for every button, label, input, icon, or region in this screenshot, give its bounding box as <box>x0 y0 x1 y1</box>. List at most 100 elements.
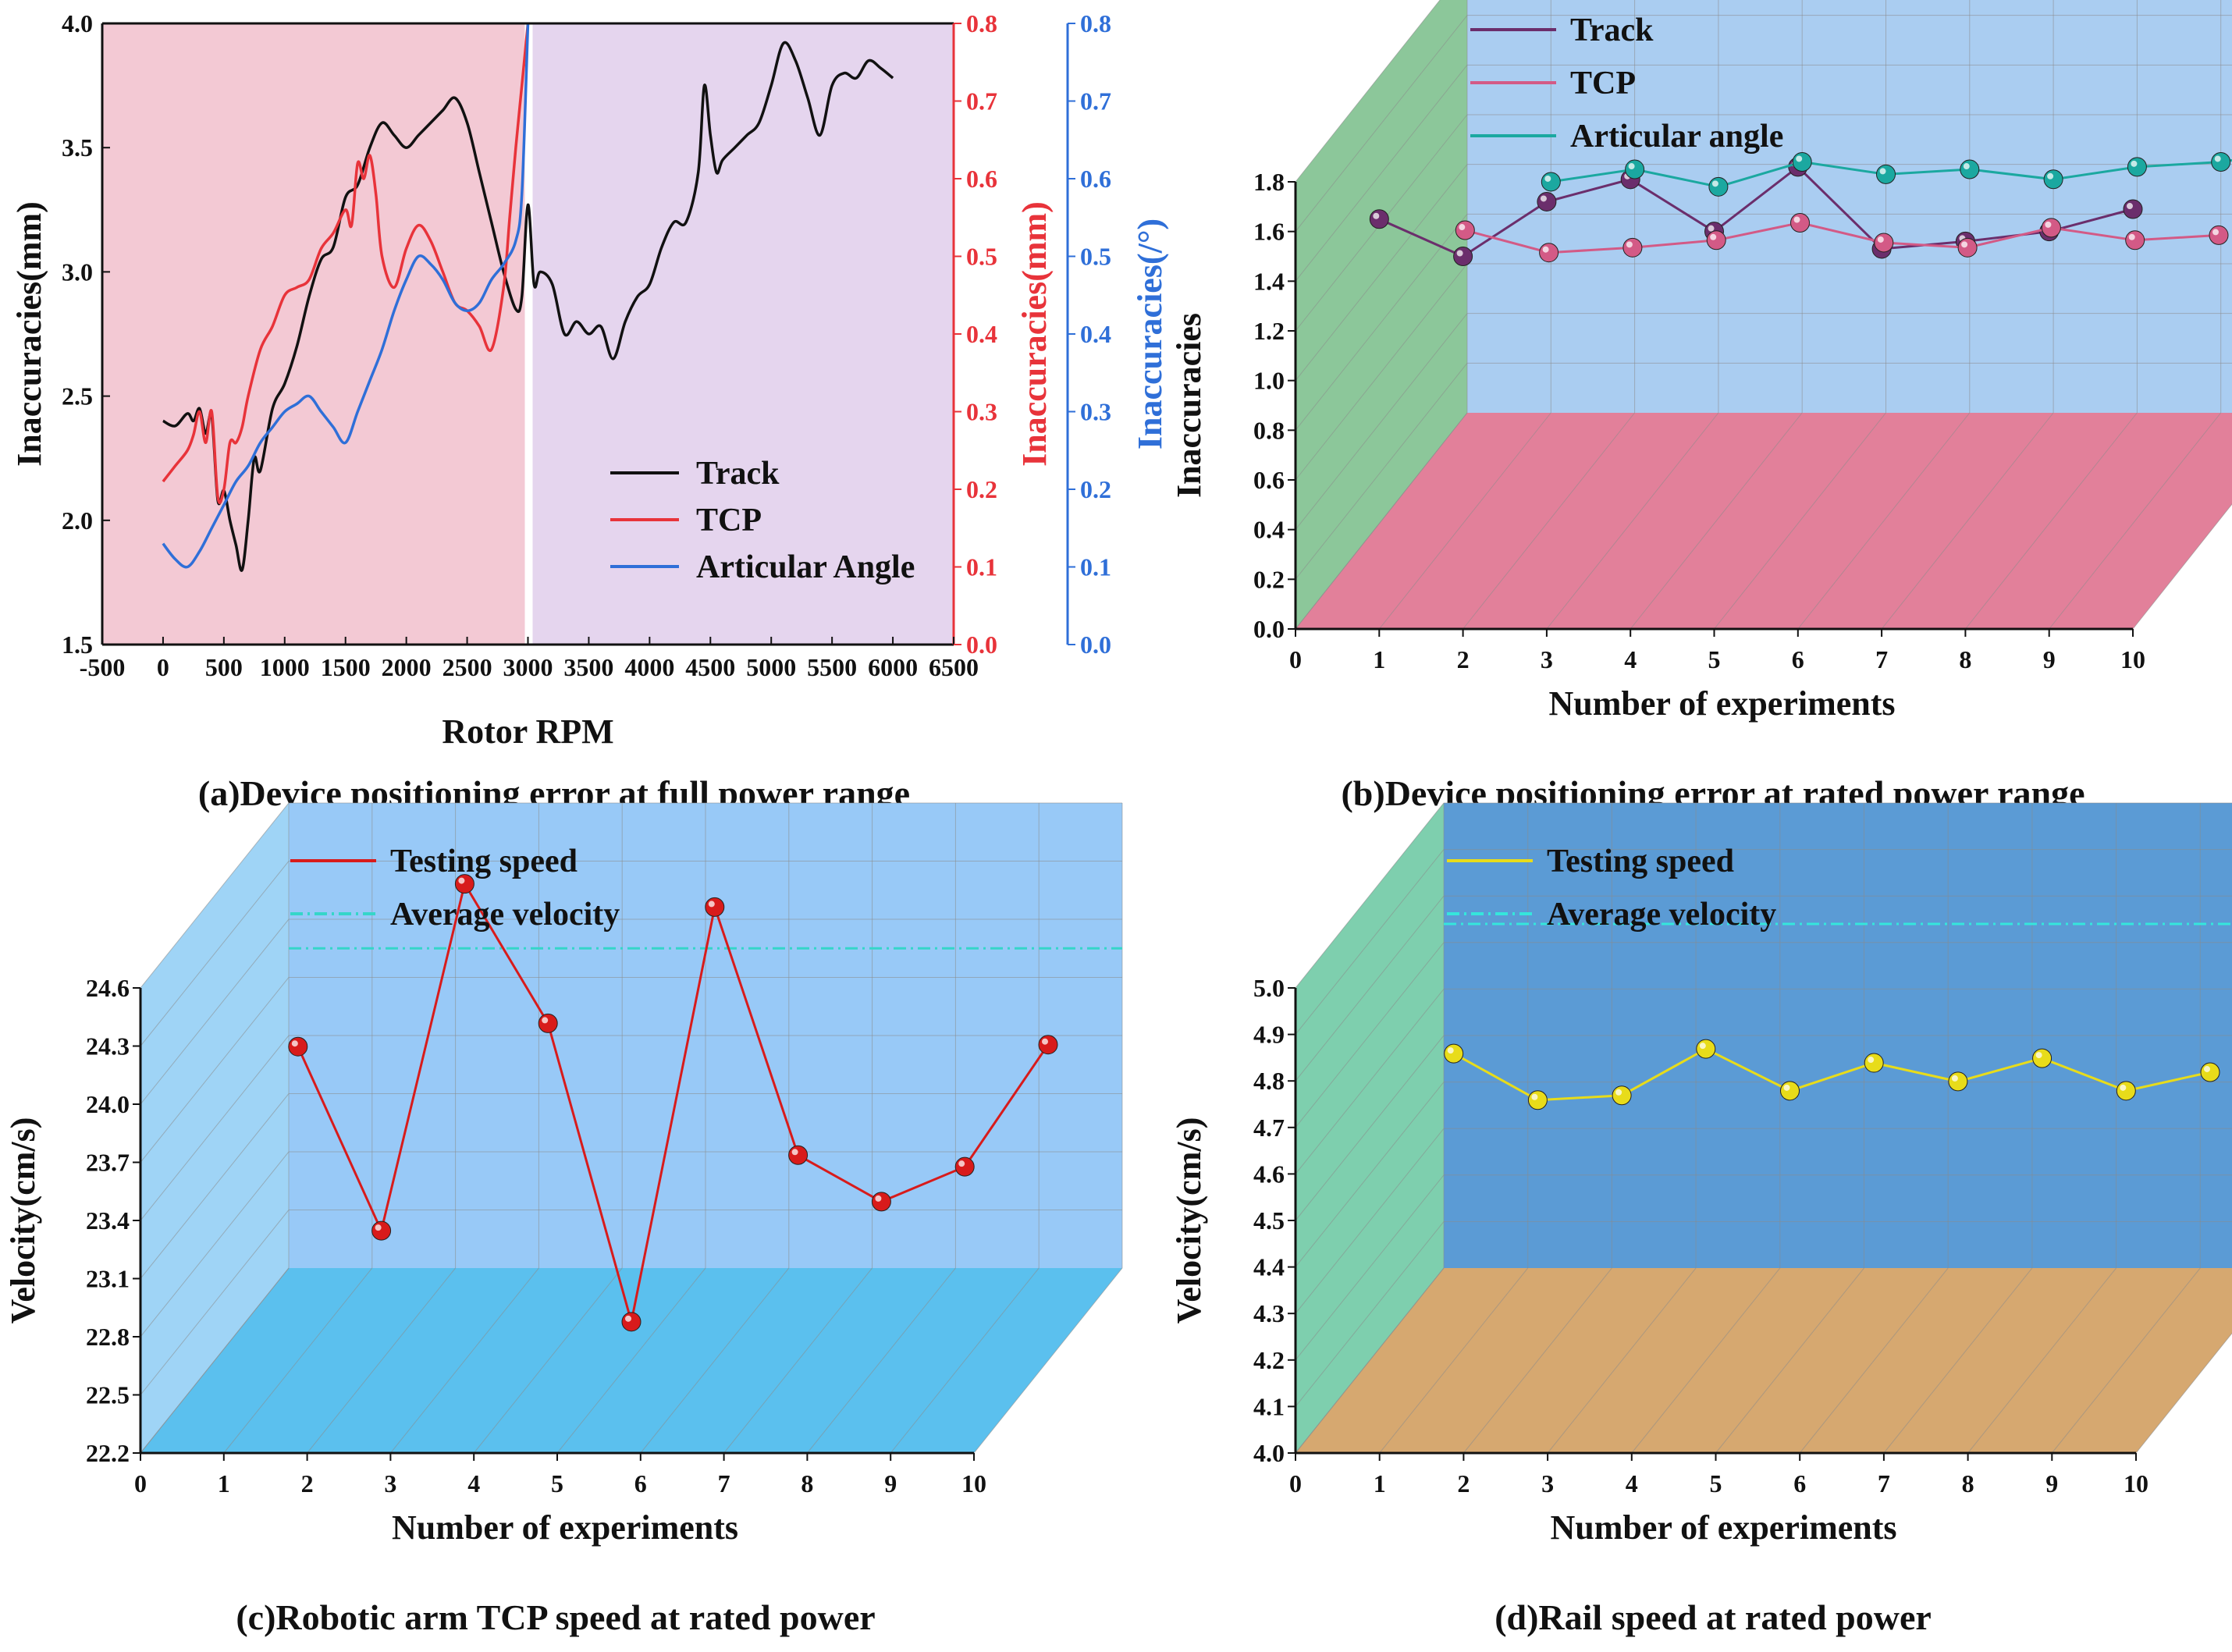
y-axis-label-angle: Inaccuracies(/°) <box>1131 218 1169 449</box>
x-tick-label: 4 <box>467 1469 480 1497</box>
x-axis-label: Rotor RPM <box>442 712 613 751</box>
y-axis-label: Inaccuracies <box>1170 313 1208 498</box>
y2-tick-label: 0.6 <box>966 165 997 193</box>
data-point-highlight <box>2035 1052 2042 1059</box>
data-point-tcp <box>1455 220 1475 240</box>
legend-label-track: Track <box>696 456 780 492</box>
data-point-testing-speed <box>1864 1053 1884 1073</box>
data-point-highlight <box>375 1224 382 1231</box>
y-tick-label: 24.3 <box>86 1032 130 1060</box>
x-tick-label: 0 <box>1289 645 1302 673</box>
y-tick-label: 1.4 <box>1253 267 1285 295</box>
data-point-articular-angle <box>1625 159 1645 179</box>
grid-line-floor <box>473 1267 623 1454</box>
y-tick-label: 3.5 <box>62 133 93 162</box>
x-tick-label: 6500 <box>929 653 979 681</box>
y-tick-label: 4.1 <box>1253 1392 1285 1420</box>
y2-tick-label: 0.2 <box>966 475 997 503</box>
legend-label-articular-angle: Articular Angle <box>696 549 915 585</box>
grid-line-floor <box>1547 1267 1697 1454</box>
data-point-track <box>1453 247 1473 266</box>
y-axis-label-track: Inaccuracies(mm) <box>10 201 48 467</box>
data-point-tcp <box>1706 230 1726 250</box>
legend-label-average-velocity: Average velocity <box>390 897 620 933</box>
data-point-highlight <box>1963 163 1970 170</box>
data-point-tcp <box>2041 218 2061 238</box>
x-tick-label: 4000 <box>624 653 674 681</box>
grid-line-side <box>1295 942 1445 1128</box>
y-tick-label: 0.4 <box>1253 516 1285 544</box>
legend-label-average-velocity: Average velocity <box>1547 897 1776 933</box>
y-tick-label: 23.7 <box>86 1149 130 1177</box>
data-point-highlight <box>1710 233 1717 240</box>
data-point-tcp <box>1957 237 1978 258</box>
y-tick-label: 2.5 <box>62 382 93 410</box>
y-tick-label: 3.0 <box>62 258 93 286</box>
data-point-highlight <box>291 1040 298 1047</box>
data-point-testing-speed <box>954 1156 975 1177</box>
y2-tick-label: 0.2 <box>1080 475 1111 503</box>
series-line-testing-speed <box>297 880 1050 1323</box>
grid-line-side <box>1295 1082 1445 1267</box>
series-line-testing-speed <box>1452 1047 2211 1102</box>
grid-line-side <box>1295 895 1445 1082</box>
grid-line-side <box>140 802 290 989</box>
grid-line-floor <box>390 1267 539 1454</box>
x-tick-label: 6 <box>1792 645 1804 673</box>
grid-line-side <box>1295 989 1445 1174</box>
data-point-tcp <box>1622 237 1643 258</box>
data-point-tcp <box>1874 233 1894 253</box>
x-tick-label: 9 <box>884 1469 897 1497</box>
grid-line-side <box>1295 802 1445 989</box>
data-point-highlight <box>1796 155 1803 162</box>
data-point-highlight <box>1793 216 1800 223</box>
data-point-articular-angle <box>1541 172 1561 192</box>
data-point-highlight <box>1628 163 1635 170</box>
data-point-highlight <box>708 901 715 908</box>
data-point-highlight <box>1699 1043 1706 1050</box>
y-tick-label: 1.2 <box>1253 317 1285 345</box>
panel-a-lines <box>162 23 894 572</box>
series-line-tcp <box>1464 221 2220 254</box>
data-point-testing-speed <box>621 1312 642 1332</box>
data-point-testing-speed <box>788 1145 809 1165</box>
x-axis-label: Number of experiments <box>392 1508 738 1547</box>
data-point-highlight <box>2047 172 2054 179</box>
floor-plane <box>1295 1268 2232 1453</box>
y-tick-label: 0.0 <box>1253 615 1285 643</box>
grid-line-floor <box>223 1267 373 1454</box>
x-tick-label: 8 <box>1962 1469 1974 1497</box>
series-line-articular-angle <box>162 23 530 569</box>
grid-line-floor <box>1546 412 1719 630</box>
data-point-track <box>2123 199 2143 219</box>
y2-tick-label: 0.4 <box>966 320 997 348</box>
data-point-articular-angle <box>2211 151 2231 172</box>
y2-tick-label: 0.3 <box>1080 398 1111 426</box>
y2-tick-label: 0.7 <box>1080 87 1111 115</box>
grid-line-floor <box>1967 1267 2116 1454</box>
y-tick-label: 23.1 <box>86 1265 130 1293</box>
x-axis-label: Number of experiments <box>1549 684 1896 723</box>
data-point-articular-angle <box>1792 151 1812 172</box>
back-wall <box>1467 0 2232 413</box>
data-point-articular-angle <box>2043 169 2063 190</box>
data-point-highlight <box>958 1160 965 1167</box>
y-tick-label: 4.0 <box>1253 1439 1285 1467</box>
grid-line-side <box>1295 164 1468 381</box>
x-tick-label: 5 <box>1710 1469 1722 1497</box>
data-point-testing-speed <box>1696 1039 1716 1059</box>
data-point-highlight <box>1544 175 1551 182</box>
grid-line-floor <box>2132 503 2232 630</box>
data-point-highlight <box>2212 229 2219 236</box>
x-tick-label: 1 <box>1374 1469 1386 1497</box>
x-tick-label: 2000 <box>382 653 432 681</box>
data-point-highlight <box>2131 160 2138 167</box>
series-line-articular-angle <box>1551 158 2232 188</box>
data-point-articular-angle <box>1960 159 1980 179</box>
legend-label-track: Track <box>1570 12 1654 48</box>
legend-label-tcp: TCP <box>696 503 762 538</box>
y-tick-label: 4.7 <box>1253 1114 1285 1142</box>
x-tick-label: 5000 <box>746 653 796 681</box>
grid-line-side <box>140 1151 290 1338</box>
x-tick-label: 1 <box>1373 645 1385 673</box>
